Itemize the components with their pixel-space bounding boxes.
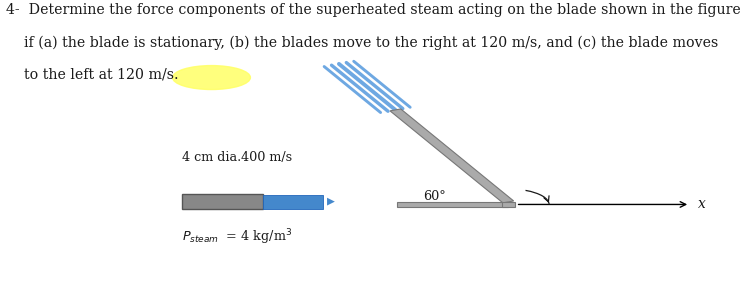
Bar xyxy=(397,202,508,207)
Text: 4 cm dia.: 4 cm dia. xyxy=(182,151,241,164)
Text: x: x xyxy=(697,197,706,212)
Text: 60°: 60° xyxy=(424,190,446,203)
Bar xyxy=(263,195,323,209)
Text: to the left at 120 m/s.: to the left at 120 m/s. xyxy=(6,68,179,82)
Polygon shape xyxy=(390,109,513,203)
Text: 4-  Determine the force components of the superheated steam acting on the blade : 4- Determine the force components of the… xyxy=(6,3,741,17)
Text: if (a) the blade is stationary, (b) the blades move to the right at 120 m/s, and: if (a) the blade is stationary, (b) the … xyxy=(6,35,718,50)
Bar xyxy=(502,202,515,207)
Text: 400 m/s: 400 m/s xyxy=(241,151,292,164)
Ellipse shape xyxy=(172,66,250,90)
Text: $P_{steam}$  = 4 kg/m$^3$: $P_{steam}$ = 4 kg/m$^3$ xyxy=(182,227,292,247)
Bar xyxy=(182,194,263,209)
